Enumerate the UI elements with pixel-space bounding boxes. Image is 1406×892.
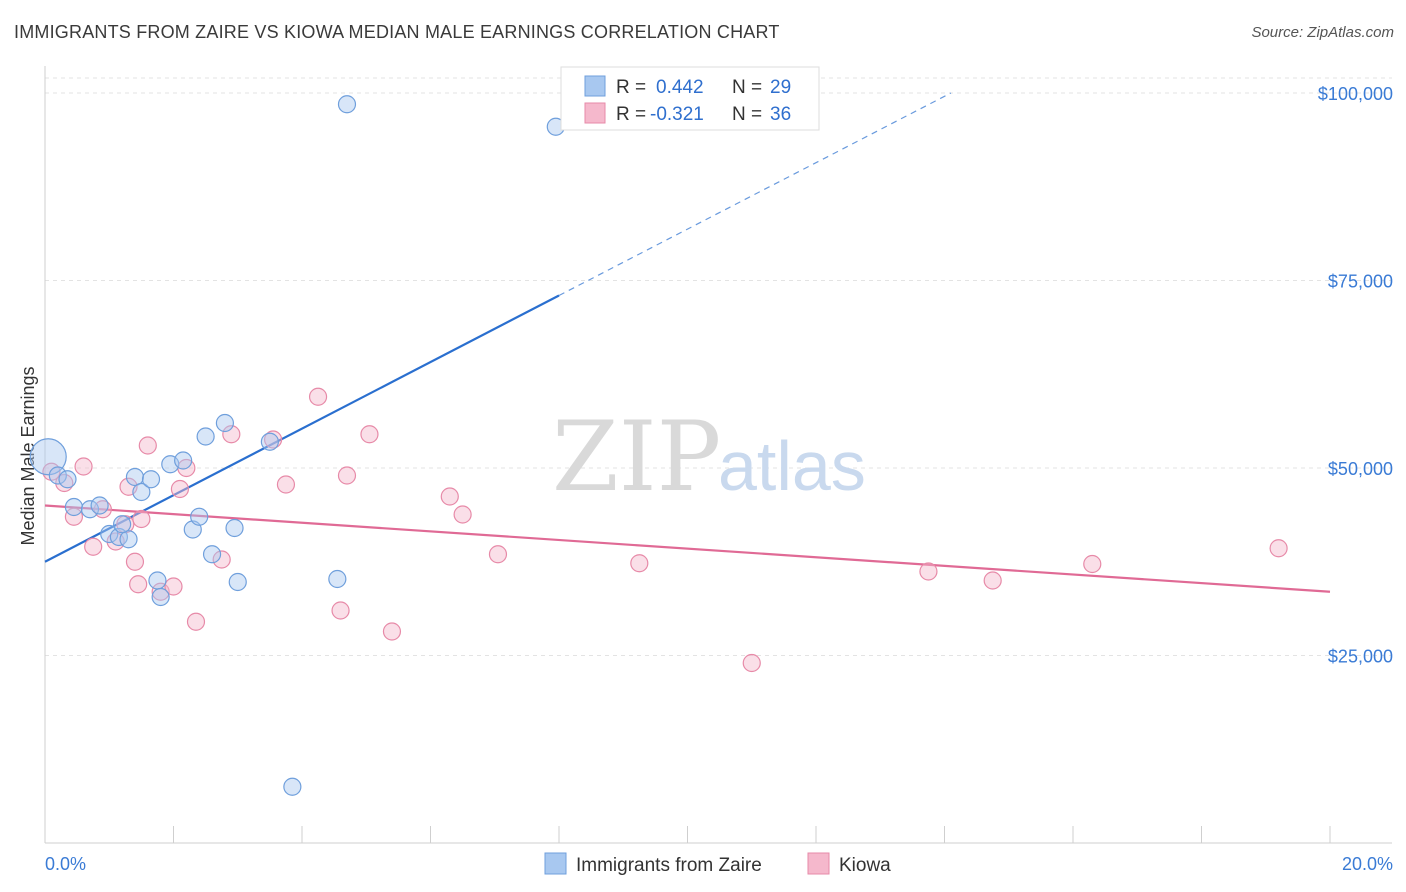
kiowa-point: [1083, 554, 1102, 574]
kiowa-point: [64, 507, 84, 526]
kiowa-point: [276, 475, 296, 494]
legend-r-value-kiowa: -0.321: [650, 104, 704, 125]
zaire-point: [328, 569, 347, 589]
zaire-point: [58, 470, 77, 489]
zaire-point: [283, 777, 302, 796]
zaire-point: [119, 530, 138, 549]
kiowa-point: [186, 612, 206, 631]
axes: [44, 66, 1392, 844]
y-tick-label: $75,000: [1328, 272, 1393, 292]
zaire-point: [141, 470, 161, 489]
bottom-legend-swatch-kiowa: [807, 852, 830, 875]
zaire-point: [48, 466, 67, 485]
chart-title: IMMIGRANTS FROM ZAIRE VS KIOWA MEDIAN MA…: [14, 22, 780, 42]
zaire-trend-extension: [558, 92, 952, 297]
top-legend: R = 0.442 N = 29 R = -0.321 N = 36: [560, 66, 820, 131]
legend-r-value-zaire: 0.442: [656, 77, 704, 98]
legend-n-value-kiowa: 36: [770, 104, 791, 125]
kiowa-point: [129, 575, 148, 594]
kiowa-point: [74, 457, 93, 476]
kiowa-point: [212, 550, 231, 569]
zaire-point: [80, 500, 100, 519]
kiowa-point: [983, 571, 1002, 590]
legend-n-label-zaire: N =: [732, 77, 762, 98]
zaire-point: [174, 451, 193, 470]
zaire-point: [112, 515, 132, 534]
kiowa-point: [222, 425, 241, 444]
y-tick-label: $100,000: [1318, 84, 1393, 104]
kiowa-point: [308, 387, 328, 406]
kiowa-point: [263, 430, 283, 449]
zaire-point: [148, 571, 167, 590]
kiowa-point: [453, 505, 472, 524]
watermark: ZIP atlas: [552, 401, 866, 513]
legend-n-value-zaire: 29: [770, 77, 791, 98]
source-label: Source: ZipAtlas.com: [1251, 24, 1394, 41]
x-tick-label-max: 20.0%: [1342, 854, 1393, 874]
x-tick-labels: 0.0% 20.0%: [45, 854, 1393, 874]
bottom-legend-swatch-zaire: [544, 852, 567, 875]
legend-r-label-zaire: R =: [616, 77, 646, 98]
legend-swatch-kiowa: [584, 102, 606, 124]
data-points: [29, 95, 1288, 796]
bottom-legend-label-kiowa: Kiowa: [839, 855, 891, 876]
legend-swatch-zaire: [584, 75, 606, 97]
zaire-point: [90, 496, 109, 515]
x-tick-label-min: 0.0%: [45, 854, 86, 874]
kiowa-point: [488, 545, 508, 564]
kiowa-point: [360, 425, 379, 444]
kiowa-point: [84, 537, 103, 556]
zaire-point: [337, 95, 357, 114]
kiowa-point: [125, 552, 145, 571]
kiowa-point: [382, 622, 402, 641]
kiowa-point: [138, 436, 157, 455]
kiowa-point: [630, 554, 649, 573]
kiowa-point: [164, 577, 183, 596]
watermark-atlas: atlas: [718, 427, 866, 505]
kiowa-point: [337, 466, 357, 485]
zaire-point: [196, 427, 215, 446]
legend-r-label-kiowa: R =: [616, 104, 646, 125]
zaire-point: [64, 497, 84, 517]
zaire-point: [202, 545, 222, 564]
kiowa-trend-line: [44, 504, 1331, 593]
legend-n-label-kiowa: N =: [732, 104, 762, 125]
kiowa-point: [132, 509, 151, 529]
kiowa-point: [331, 601, 350, 620]
kiowa-point: [919, 562, 938, 581]
kiowa-point: [742, 653, 761, 673]
zaire-point: [260, 432, 279, 451]
bottom-legend: Immigrants from Zaire Kiowa: [544, 852, 891, 876]
zaire-point: [132, 482, 151, 502]
y-tick-label: $25,000: [1328, 647, 1393, 667]
zaire-point: [190, 507, 209, 526]
zaire-point: [29, 438, 67, 476]
kiowa-point: [440, 487, 459, 506]
kiowa-point: [1269, 539, 1288, 558]
zaire-point: [215, 413, 234, 433]
zaire-point: [225, 518, 244, 538]
y-tick-labels: $25,000 $50,000 $75,000 $100,000: [1318, 84, 1393, 667]
y-axis-title: Median Male Earnings: [18, 366, 38, 545]
zaire-point: [228, 572, 247, 592]
zaire-point: [125, 467, 145, 487]
watermark-zip: ZIP: [552, 401, 721, 513]
gridlines: [45, 77, 1392, 656]
trend-lines: [44, 92, 1331, 593]
kiowa-point: [170, 479, 190, 499]
bottom-legend-label-zaire: Immigrants from Zaire: [576, 855, 762, 876]
y-tick-label: $50,000: [1328, 459, 1393, 479]
zaire-point: [151, 587, 170, 607]
